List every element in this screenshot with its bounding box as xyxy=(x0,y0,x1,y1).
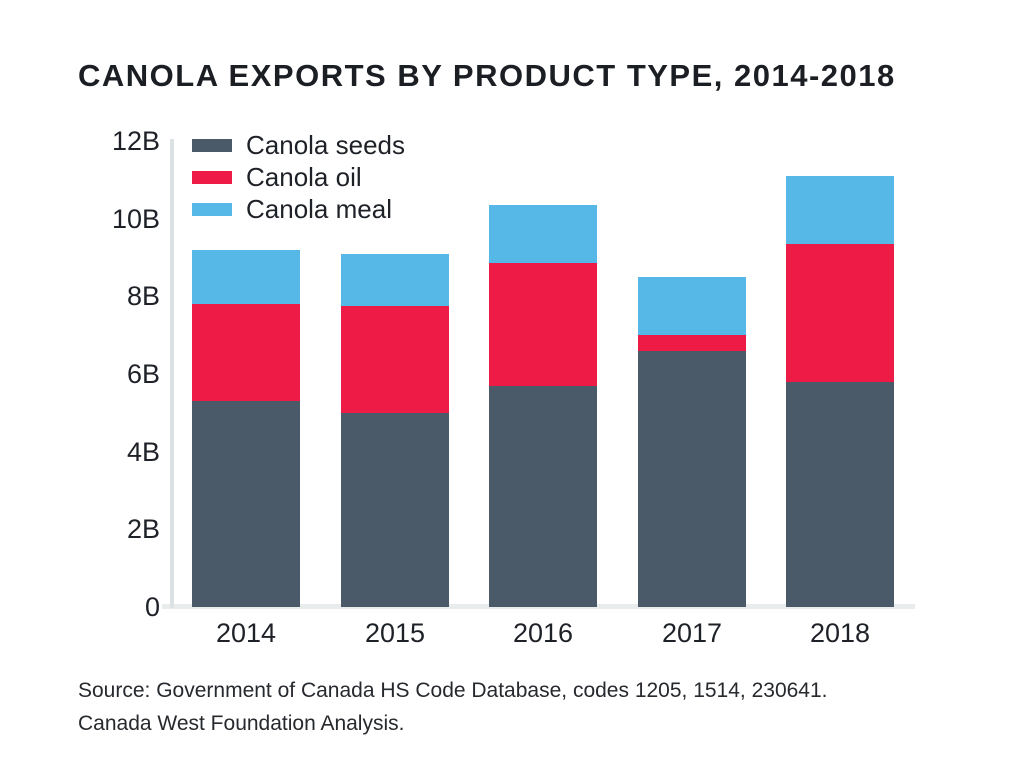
bar-segment-canola-meal-2018 xyxy=(786,175,894,244)
legend-swatch-icon xyxy=(192,170,232,184)
bar-segment-canola-meal-2016 xyxy=(489,205,597,264)
source-line-1: Source: Government of Canada HS Code Dat… xyxy=(78,679,828,702)
legend-swatch-icon xyxy=(192,138,232,152)
bar-segment-canola-oil-2016 xyxy=(489,263,597,386)
legend-item-canola-seeds: Canola seeds xyxy=(192,129,405,161)
chart-title: CANOLA EXPORTS BY PRODUCT TYPE, 2014-201… xyxy=(78,58,896,93)
legend-swatch-icon xyxy=(192,202,232,216)
bar-segment-canola-oil-2017 xyxy=(638,335,746,351)
legend: Canola seeds Canola oil Canola meal xyxy=(192,129,405,225)
x-axis-label-2015: 2015 xyxy=(364,618,426,648)
x-axis-label-2017: 2017 xyxy=(661,618,723,648)
bar-segment-canola-oil-2015 xyxy=(341,306,449,413)
y-tick-label: 4B xyxy=(126,436,160,467)
source-line-2: Canada West Foundation Analysis. xyxy=(78,712,405,735)
bar-segment-canola-seeds-2016 xyxy=(489,385,597,607)
bar-segment-canola-seeds-2014 xyxy=(192,401,300,607)
x-axis-label-2016: 2016 xyxy=(512,618,574,648)
bar-segment-canola-seeds-2015 xyxy=(341,412,449,607)
y-tick-label: 6B xyxy=(126,359,160,390)
legend-item-canola-oil: Canola oil xyxy=(192,161,405,193)
bar-segment-canola-meal-2014 xyxy=(192,249,300,305)
legend-item-canola-meal: Canola meal xyxy=(192,193,405,225)
y-tick-label: 10B xyxy=(111,203,160,234)
legend-label: Canola seeds xyxy=(246,129,405,160)
y-tick-label: 12B xyxy=(111,126,160,157)
bar-segment-canola-oil-2018 xyxy=(786,243,894,382)
bar-segment-canola-seeds-2018 xyxy=(786,381,894,607)
x-axis-label-2014: 2014 xyxy=(215,618,277,648)
y-tick-label: 2B xyxy=(126,514,160,545)
x-axis-label-2018: 2018 xyxy=(809,618,871,648)
bar-segment-canola-seeds-2017 xyxy=(638,350,746,607)
bar-segment-canola-oil-2014 xyxy=(192,304,300,402)
y-axis-line xyxy=(170,139,174,608)
y-tick-label: 8B xyxy=(126,281,160,312)
legend-label: Canola meal xyxy=(246,193,392,224)
y-tick-label: 0 xyxy=(144,592,160,622)
legend-label: Canola oil xyxy=(246,161,362,192)
bar-segment-canola-meal-2015 xyxy=(341,253,449,307)
bar-segment-canola-meal-2017 xyxy=(638,276,746,336)
source-note: Source: Government of Canada HS Code Dat… xyxy=(78,674,828,740)
